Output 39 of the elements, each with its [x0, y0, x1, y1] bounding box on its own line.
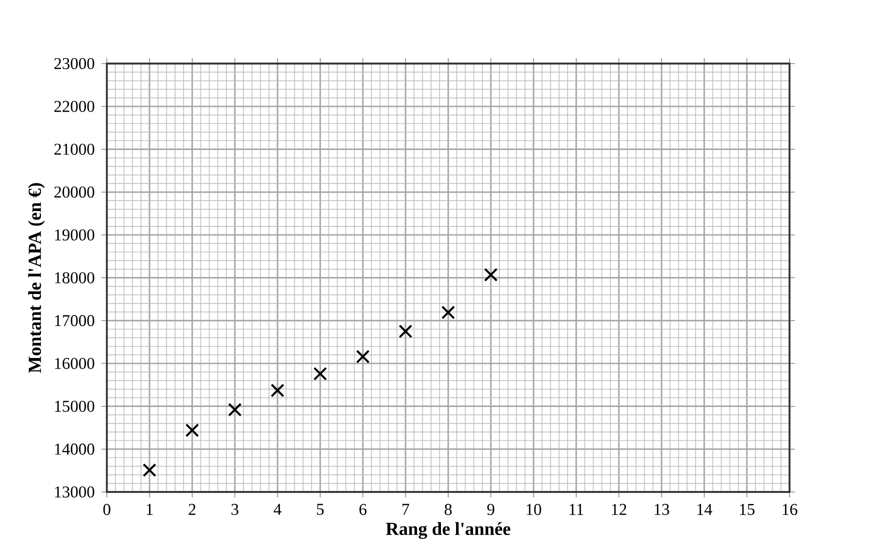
x-tick-label: 9 [487, 504, 494, 516]
y-tick-label: 14000 [55, 444, 94, 455]
x-tick-label: 6 [359, 504, 366, 516]
x-tick-label: 10 [526, 504, 542, 516]
x-tick-label: 7 [402, 504, 410, 515]
x-tick-label: 15 [740, 504, 754, 516]
y-tick-label: 18000 [55, 272, 94, 284]
point [356, 350, 370, 364]
point [185, 424, 200, 438]
y-tick-label: 21000 [54, 144, 94, 156]
x-tick-label: 12 [612, 504, 626, 516]
point [228, 403, 242, 417]
y-tick-label: 20000 [54, 186, 94, 198]
x-tick-label: 4 [274, 504, 282, 516]
point [142, 464, 156, 478]
point [441, 306, 456, 320]
point [398, 324, 412, 338]
x-tick-label: 14 [697, 504, 712, 516]
point [270, 384, 284, 398]
x-tick-label: 13 [654, 504, 670, 516]
x-tick-label: 8 [444, 504, 452, 516]
x-tick-label: 2 [188, 504, 196, 516]
x-tick-label: 16 [782, 504, 798, 516]
y-tick-label: 22000 [54, 101, 94, 112]
y-tick-label: 13000 [55, 486, 94, 498]
y-tick-label: 23000 [54, 58, 94, 70]
x-tick-label: 0 [103, 504, 110, 516]
y-tick-label: 16000 [55, 358, 94, 370]
y-tick-label: 17000 [55, 315, 94, 326]
y-tick-label: 15000 [55, 400, 94, 412]
x-tick-label: 1 [146, 504, 153, 516]
y-tick-label: 19000 [55, 230, 94, 241]
y-axis-title: Montant de l'APA (en €) [28, 183, 45, 374]
x-tick-label: 11 [570, 504, 584, 516]
x-tick-label: 5 [317, 504, 324, 516]
x-axis-title: Rang de l'année [386, 522, 510, 540]
point [484, 268, 498, 282]
x-tick-label: 3 [232, 504, 238, 516]
point [313, 367, 328, 381]
